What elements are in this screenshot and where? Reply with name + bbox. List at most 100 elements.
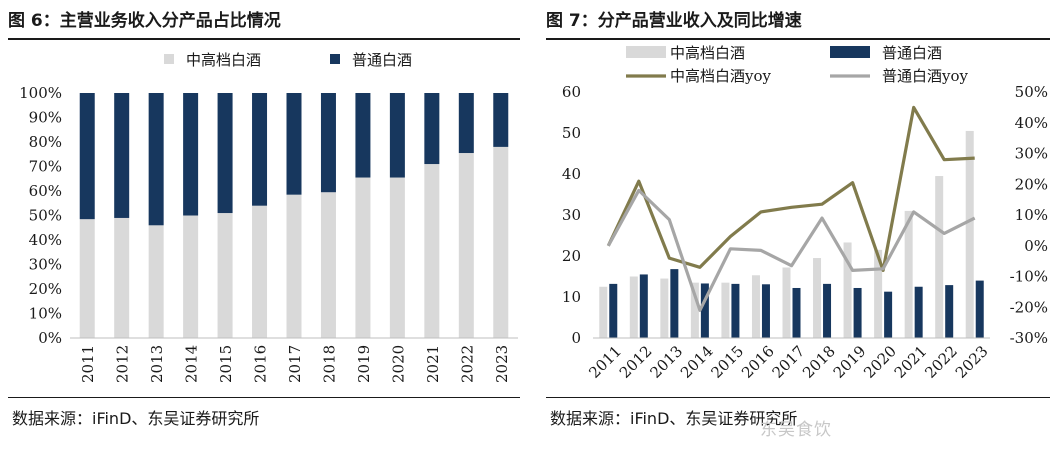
regular-share-bar: [320, 93, 336, 193]
left-y-tick-label: 60: [562, 83, 581, 101]
regular-revenue-bar: [609, 283, 618, 338]
x-tick-label: 2012: [114, 345, 132, 383]
right-y-tick-label: 10%: [1015, 206, 1048, 224]
x-tick-label: 2015: [217, 345, 235, 383]
regular-share-bar: [79, 93, 95, 220]
regular-revenue-bar: [731, 283, 740, 338]
legend-label-regular-yoy: 普通白酒yoy: [882, 67, 969, 85]
premium-share-bar: [252, 205, 268, 338]
x-tick-label: 2013: [646, 342, 686, 382]
regular-share-bar: [217, 93, 233, 214]
regular-share-bar: [148, 93, 164, 226]
regular-revenue-bar: [792, 287, 801, 338]
right-y-tick-label: -30%: [1010, 329, 1048, 347]
right-chart-title: 图 7：分产品营业收入及同比增速: [546, 11, 802, 31]
y-tick-label: 40%: [29, 231, 62, 249]
regular-revenue-bar: [853, 287, 862, 338]
left-title-rule: [8, 38, 520, 40]
premium-revenue-bar: [813, 258, 822, 338]
regular-share-bar: [286, 93, 302, 195]
x-tick-label: 2013: [148, 345, 166, 383]
right-title-rule: [546, 38, 1050, 40]
premium-revenue-bar: [751, 275, 760, 338]
left-y-tick-label: 10: [562, 288, 581, 306]
regular-revenue-bar: [914, 286, 923, 338]
premium-revenue-bar: [599, 286, 608, 338]
y-tick-label: 60%: [29, 182, 62, 200]
x-tick-label: 2023: [952, 342, 992, 382]
premium-share-bar: [148, 225, 164, 338]
legend-label-regular-bar: 普通白酒: [882, 44, 942, 62]
right-y-tick-label: 20%: [1015, 175, 1048, 193]
right-y-tick-label: 0%: [1024, 237, 1048, 255]
premium-share-bar: [79, 219, 95, 338]
x-tick-label: 2022: [921, 342, 961, 382]
legend-swatch-regular-bar: [830, 46, 870, 58]
right-source-rule: [546, 397, 1050, 398]
regular-yoy-line: [606, 188, 976, 312]
y-tick-label: 0%: [38, 329, 62, 347]
regular-share-bar: [389, 93, 405, 178]
x-tick-label: 2018: [799, 342, 839, 382]
regular-revenue-bar: [975, 280, 984, 338]
left-source-note: 数据来源：iFinD、东吴证券研究所: [12, 409, 260, 428]
regular-share-bar: [458, 93, 474, 154]
x-tick-label: 2015: [708, 342, 748, 382]
regular-share-bar: [252, 93, 268, 206]
premium-revenue-bar: [629, 276, 638, 338]
left-chart-panel: 图 6：主营业务收入分产品占比情况 0% 10% 20% 30% 40% 50% 60% 70…: [0, 0, 528, 468]
right-y-tick-label: 40%: [1015, 114, 1048, 132]
x-tick-label: 2016: [252, 345, 270, 383]
regular-share-bar: [355, 93, 371, 178]
left-chart-title: 图 6：主营业务收入分产品占比情况: [8, 11, 281, 31]
regular-revenue-bar: [670, 269, 679, 338]
right-y-tick-label: 50%: [1015, 83, 1048, 101]
x-tick-label: 2018: [320, 345, 338, 383]
legend-label-regular: 普通白酒: [352, 51, 412, 69]
x-tick-label: 2019: [355, 345, 373, 383]
x-tick-label: 2017: [769, 342, 809, 382]
legend-label-premium-bar: 中高档白酒: [670, 44, 745, 62]
premium-share-bar: [458, 153, 474, 338]
legend-swatch-premium: [164, 54, 174, 64]
right-source-note: 数据来源：iFinD、东吴证券研究所: [550, 409, 798, 428]
x-tick-label: 2020: [860, 342, 900, 382]
x-tick-label: 2016: [738, 342, 778, 382]
premium-revenue-bar: [843, 242, 852, 338]
legend-label-premium: 中高档白酒: [186, 51, 261, 69]
right-y-tick-label: -10%: [1010, 268, 1048, 286]
x-tick-label: 2012: [616, 342, 656, 382]
y-tick-label: 30%: [29, 256, 62, 274]
revenue-growth-chart: 0 10 20 30 40 50 60 -30% -20% -10% 0% 10% 20% 30% 40% 5…: [562, 44, 1048, 382]
left-y-tick-label: 40: [562, 165, 581, 183]
x-tick-label: 2021: [424, 345, 442, 383]
regular-share-bar: [183, 93, 199, 216]
premium-share-bar: [217, 213, 233, 338]
premium-yoy-line: [606, 105, 975, 272]
regular-revenue-bar: [639, 274, 648, 338]
left-y-tick-label: 50: [562, 124, 581, 142]
regular-revenue-bar: [761, 284, 770, 338]
premium-revenue-bar: [874, 249, 883, 338]
regular-revenue-bar: [700, 283, 709, 338]
legend-swatch-regular: [330, 54, 340, 64]
y-tick-label: 10%: [29, 305, 62, 323]
premium-revenue-bar: [965, 130, 974, 338]
left-y-tick-label: 20: [562, 247, 581, 265]
left-source-rule: [8, 397, 520, 398]
x-tick-label: 2019: [830, 342, 870, 382]
premium-revenue-bar: [690, 282, 699, 338]
y-tick-label: 70%: [29, 158, 62, 176]
right-y-tick-label: 30%: [1015, 145, 1048, 163]
y-tick-label: 50%: [29, 207, 62, 225]
premium-revenue-bar: [721, 282, 730, 338]
x-tick-label: 2021: [891, 342, 931, 382]
y-tick-label: 80%: [29, 133, 62, 151]
premium-share-bar: [286, 194, 302, 338]
y-tick-label: 100%: [19, 84, 62, 102]
x-tick-label: 2020: [389, 345, 407, 383]
premium-revenue-bar: [782, 267, 791, 338]
x-tick-label: 2017: [286, 345, 304, 383]
regular-revenue-bar: [823, 283, 832, 338]
x-tick-label: 2011: [79, 345, 97, 383]
